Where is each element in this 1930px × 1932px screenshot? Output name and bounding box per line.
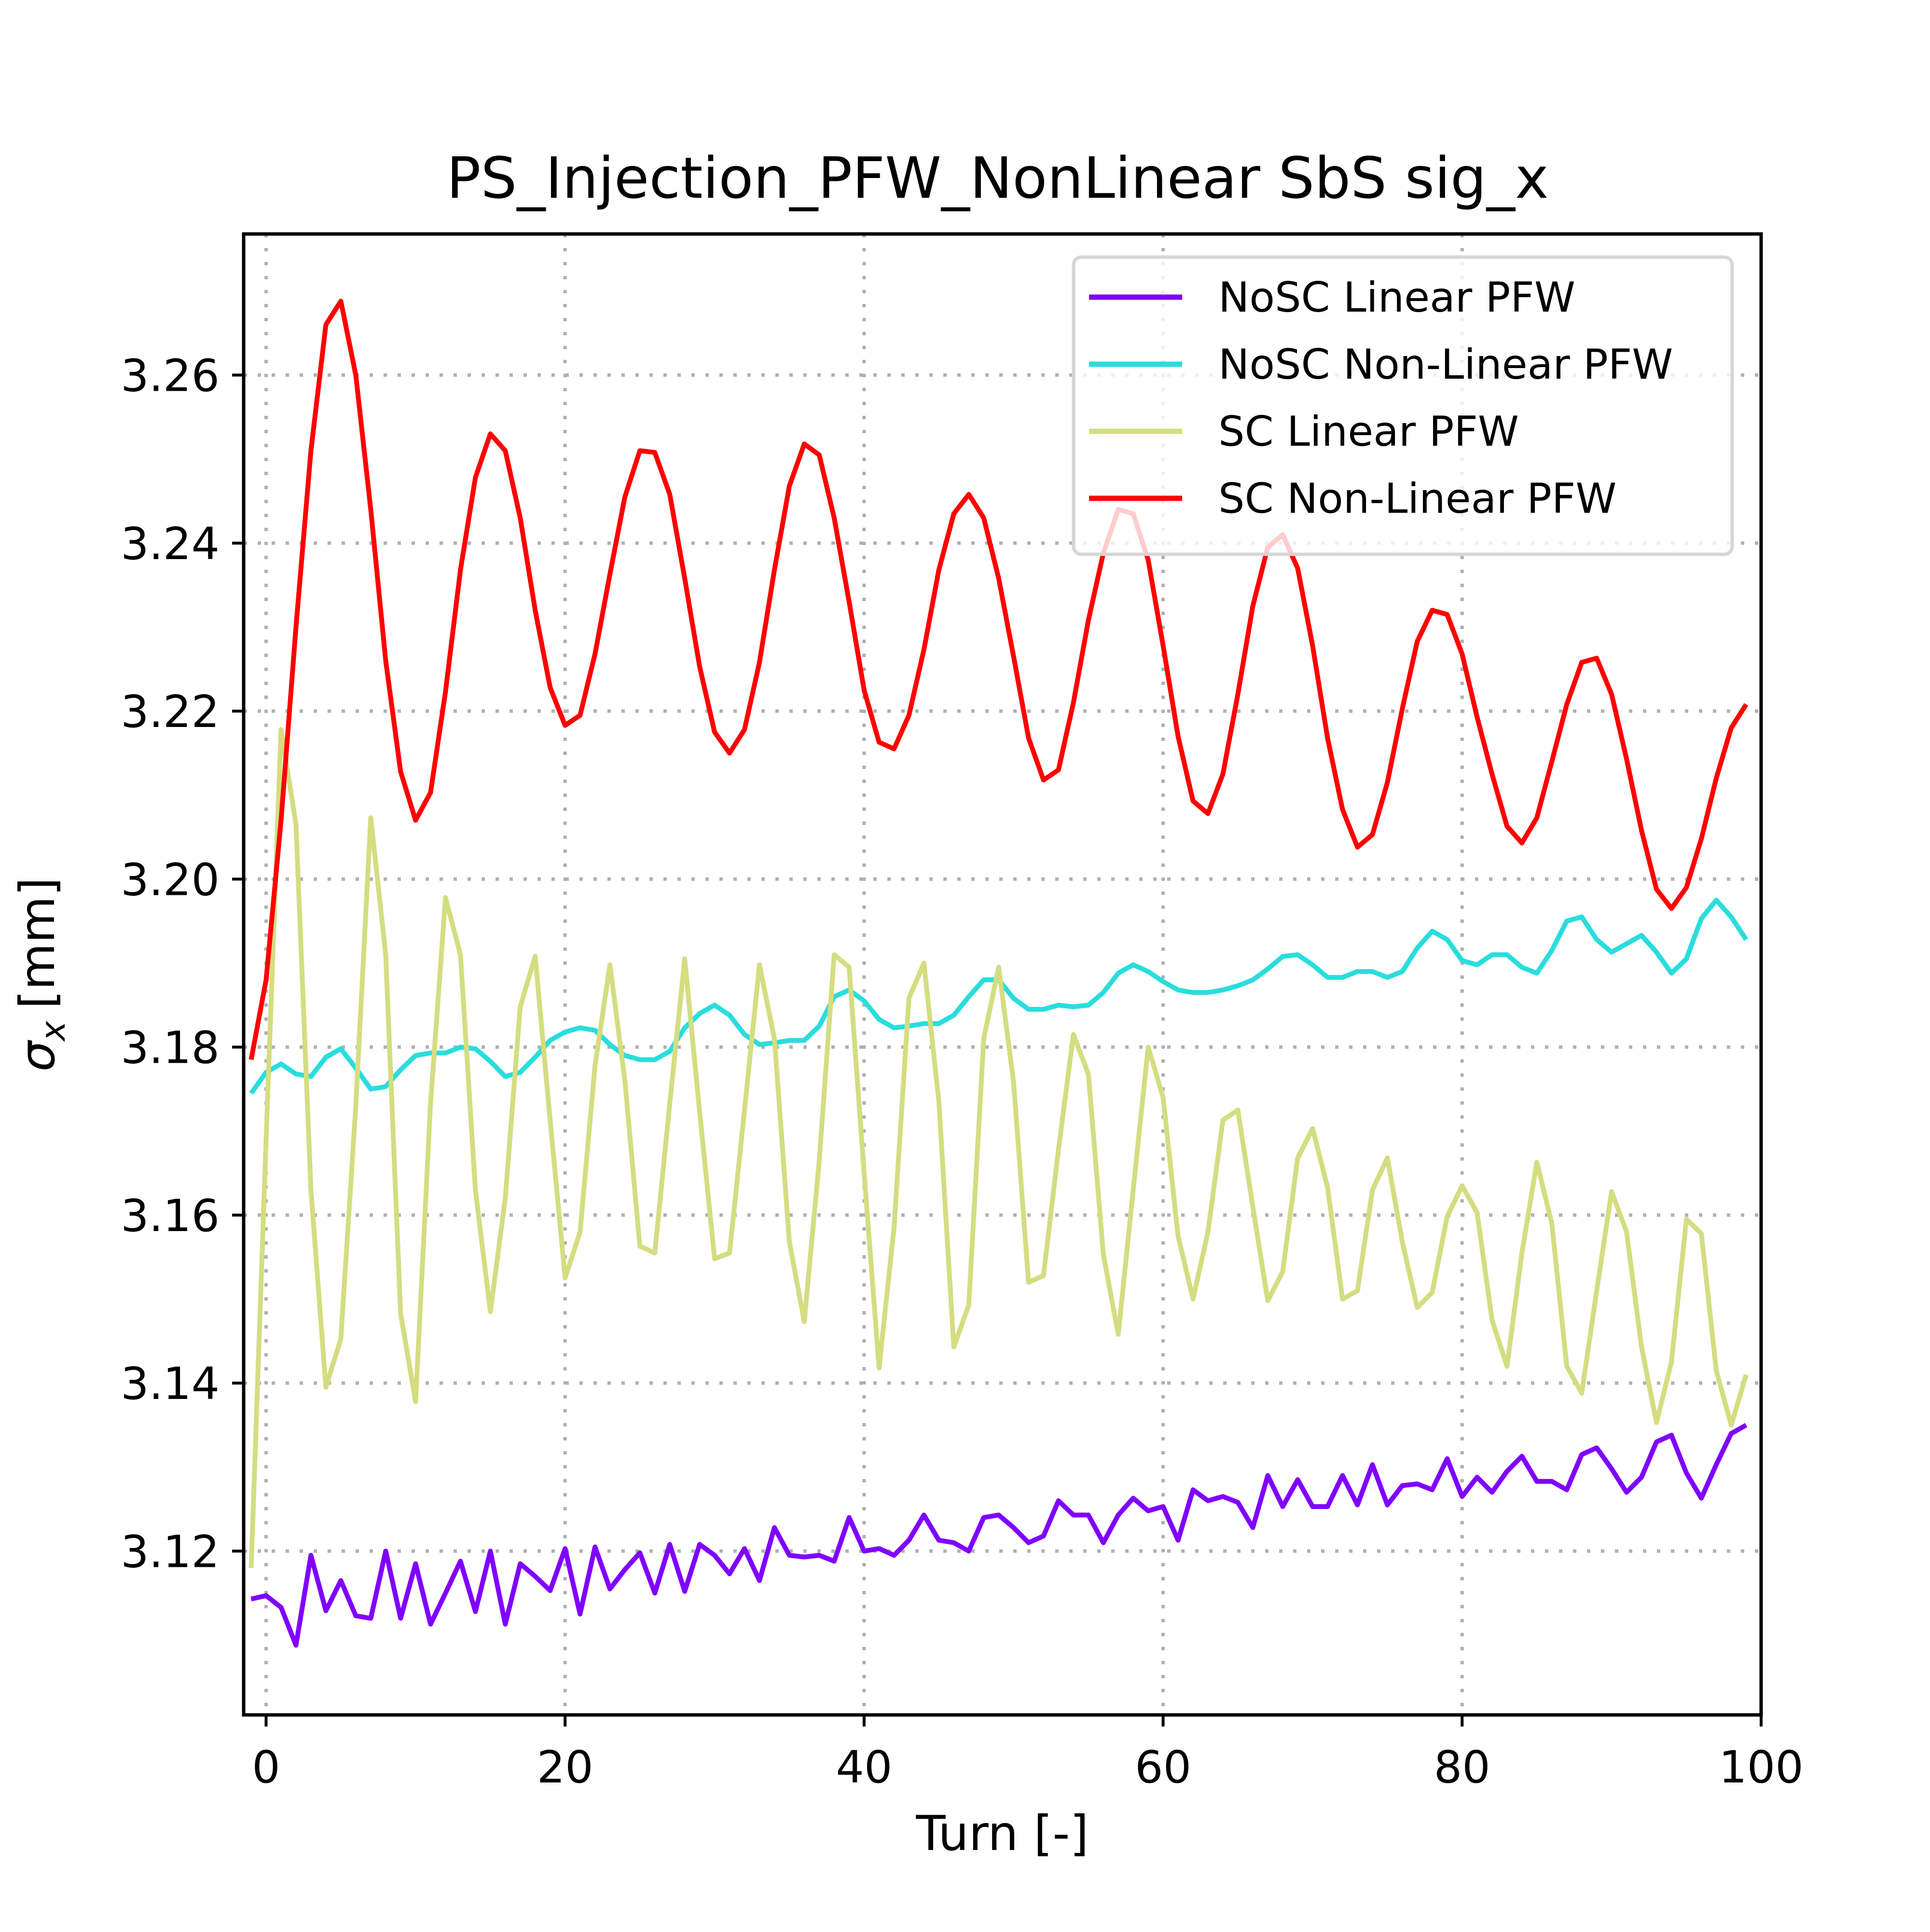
x-tick-label: 20 — [537, 1741, 593, 1793]
x-tick-label: 80 — [1434, 1741, 1490, 1793]
y-tick-label: 3.22 — [121, 686, 220, 738]
chart-title: PS_Injection_PFW_NonLinear SbS sig_x — [446, 145, 1548, 211]
y-tick-label: 3.14 — [121, 1358, 220, 1410]
series-line-nosc-linear-pfw — [250, 1423, 1748, 1648]
plot-frame — [242, 232, 1763, 1717]
x-axis-label: Turn [-] — [916, 1805, 1089, 1862]
plot-area-series — [248, 299, 1749, 1648]
x-tick-label: 40 — [836, 1741, 892, 1793]
series-line-sc-linear-pfw — [248, 727, 1749, 1568]
y-axis-label-subscript: x — [33, 1021, 73, 1042]
legend-label-sc-non-linear-pfw: SC Non-Linear PFW — [1218, 475, 1616, 523]
y-tick-label: 3.18 — [121, 1022, 220, 1074]
series-line-nosc-non-linear-pfw — [249, 897, 1749, 1095]
y-tick-label: 3.24 — [121, 518, 220, 570]
legend-label-sc-linear-pfw: SC Linear PFW — [1218, 408, 1519, 456]
y-axis-label-unit: [mm] — [9, 877, 66, 1009]
y-tick-label: 3.26 — [121, 350, 220, 402]
legend: NoSC Linear PFW NoSC Non-Linear PFW SC Lin… — [1072, 255, 1734, 556]
legend-label-nosc-linear-pfw: NoSC Linear PFW — [1218, 274, 1575, 322]
series-line-sc-non-linear-pfw — [248, 299, 1749, 1060]
y-tick-label: 3.16 — [121, 1190, 220, 1242]
legend-label-nosc-non-linear-pfw: NoSC Non-Linear PFW — [1218, 341, 1673, 389]
legend-frame — [1072, 255, 1734, 556]
x-tick-label: 0 — [252, 1741, 280, 1793]
y-tick-label: 3.20 — [121, 854, 220, 905]
y-axis-label: σx [mm] — [9, 877, 73, 1072]
x-tick-label: 100 — [1719, 1741, 1804, 1793]
axis-ticks: 0 20 40 60 80 100 3.12 3.14 3.16 3.18 3.20 3.22 3.24… — [121, 350, 1804, 1793]
x-tick-label: 60 — [1135, 1741, 1191, 1793]
y-tick-label: 3.12 — [121, 1526, 220, 1577]
y-axis-label-symbol: σ — [9, 1040, 66, 1071]
